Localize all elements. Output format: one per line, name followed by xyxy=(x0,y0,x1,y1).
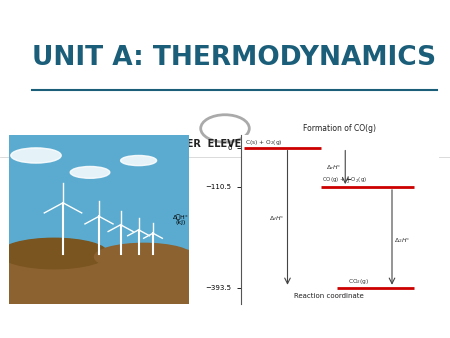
Ellipse shape xyxy=(0,238,108,269)
Text: $\Delta_f H°$: $\Delta_f H°$ xyxy=(270,214,285,223)
Text: CO$_2$(g): CO$_2$(g) xyxy=(348,277,369,286)
Text: CHAPTER  ELEVEN&TWELVE: CHAPTER ELEVEN&TWELVE xyxy=(149,139,301,149)
Ellipse shape xyxy=(94,243,194,270)
Ellipse shape xyxy=(11,148,61,163)
Ellipse shape xyxy=(70,167,110,178)
Y-axis label: Δ⁦H°
(kJ): Δ⁦H° (kJ) xyxy=(173,214,189,225)
Text: $\Delta_2 H°$: $\Delta_2 H°$ xyxy=(394,236,410,245)
Text: $\Delta_r H°$: $\Delta_r H°$ xyxy=(326,163,342,172)
Bar xyxy=(9,250,189,304)
Circle shape xyxy=(203,116,247,141)
Text: C(s) + O$_2$(g): C(s) + O$_2$(g) xyxy=(245,138,282,147)
Text: Reaction coordinate: Reaction coordinate xyxy=(294,293,364,299)
Title: Formation of CO(g): Formation of CO(g) xyxy=(303,124,376,133)
Ellipse shape xyxy=(121,155,157,166)
Bar xyxy=(9,135,189,254)
Text: CO(g) + $\frac{1}{2}$ O$_2$(g): CO(g) + $\frac{1}{2}$ O$_2$(g) xyxy=(322,174,367,186)
Text: UNIT A: THERMODYNAMICS: UNIT A: THERMODYNAMICS xyxy=(32,45,436,71)
